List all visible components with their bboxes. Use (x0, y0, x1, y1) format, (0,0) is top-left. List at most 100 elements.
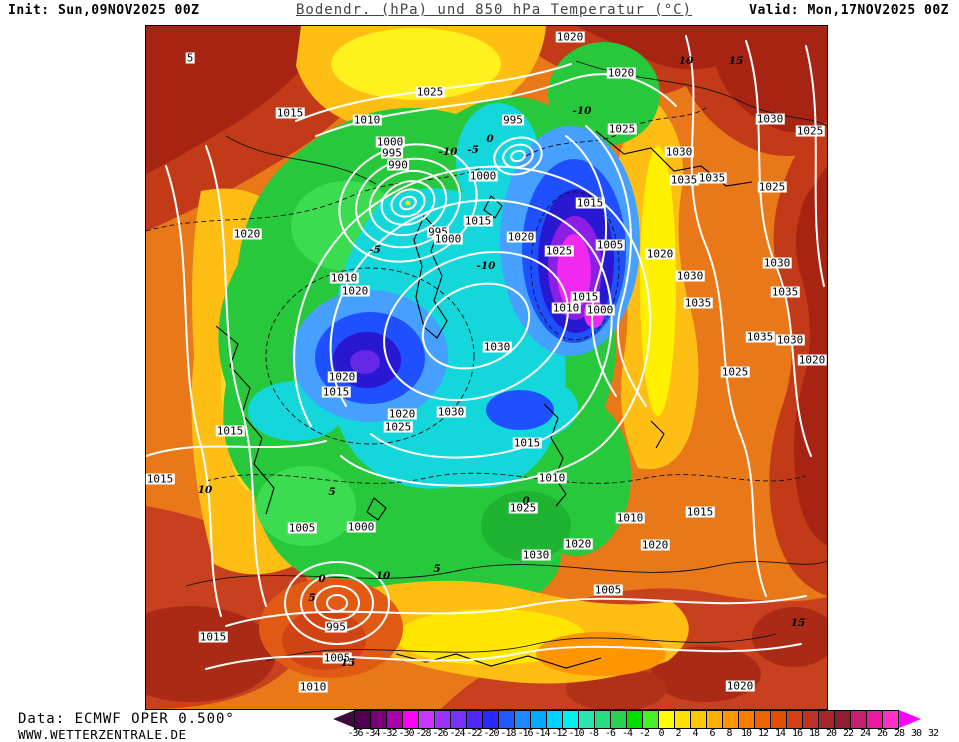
colorbar-tick-label: -14 (534, 728, 550, 739)
pressure-contour-label: 1025 (415, 85, 445, 99)
colorbar-tick-label: -4 (621, 728, 633, 739)
colorbar-tick-label: -36 (347, 728, 363, 739)
colorbar-cell (354, 710, 371, 729)
colorbar-cell (514, 710, 531, 729)
website-label: WWW.WETTERZENTRALE.DE (18, 727, 187, 742)
colorbar-cell (434, 710, 451, 729)
pressure-contour-label: 1020 (340, 284, 370, 298)
pressure-contour-label: 1000 (468, 169, 498, 183)
temperature-contour-label: -5 (369, 244, 381, 256)
colorbar-tick-label: 12 (757, 728, 769, 739)
pressure-contour-label: 1005 (593, 583, 623, 597)
coastline-layer (215, 130, 753, 669)
colorbar-tick-label: -16 (517, 728, 533, 739)
pressure-contour-label: 1015 (145, 472, 175, 486)
colorbar-right-arrow (899, 710, 921, 728)
temperature-contour-label: -10 (572, 105, 592, 117)
pressure-contour-label: 1020 (232, 227, 262, 241)
pressure-contour-label: 1030 (664, 145, 694, 159)
temperature-contour-label: 5 (308, 592, 316, 604)
temperature-contour-label: -5 (467, 144, 479, 156)
data-source-label: Data: ECMWF OPER 0.500° (18, 711, 235, 727)
colorbar-cell (578, 710, 595, 729)
weather-map-canvas (146, 26, 827, 709)
pressure-contour-label: 1015 (463, 214, 493, 228)
pressure-contour-label: 990 (387, 158, 409, 172)
colorbar-cell (626, 710, 643, 729)
colorbar-tick-label: 18 (808, 728, 820, 739)
temperature-contour-label: 15 (790, 617, 806, 629)
pressure-contour-label: 1020 (640, 538, 670, 552)
colorbar-cell (850, 710, 867, 729)
colorbar-tick-label: -18 (500, 728, 516, 739)
map-title: Bodendr. (hPa) und 850 hPa Temperatur (°… (296, 2, 693, 18)
colorbar-cell (658, 710, 675, 729)
pressure-contour-label: 1010 (615, 511, 645, 525)
colorbar-tick-label: 28 (893, 728, 905, 739)
colorbar-cell (370, 710, 387, 729)
colorbar-tick-label: -22 (466, 728, 482, 739)
colorbar-cell (706, 710, 723, 729)
pressure-contour-label: 1030 (482, 340, 512, 354)
temperature-contour-label: 10 (375, 570, 391, 582)
pressure-contour-label: 1020 (606, 66, 636, 80)
colorbar-tick-label: -2 (638, 728, 650, 739)
pressure-contour-label: 1020 (555, 30, 585, 44)
colorbar-cell (466, 710, 483, 729)
colorbar-tick-label: -12 (551, 728, 567, 739)
colorbar-tick-label: 6 (709, 728, 715, 739)
pressure-contour-label: 1015 (512, 436, 542, 450)
pressure-contour-label: 1030 (436, 405, 466, 419)
colorbar-tick-label: 22 (842, 728, 854, 739)
colorbar-tick-label: -20 (483, 728, 499, 739)
colorbar-cell (546, 710, 563, 729)
pressure-contour-label: 1020 (797, 353, 827, 367)
pressure-contour-label: 1015 (321, 385, 351, 399)
init-time-label: Init: Sun,09NOV2025 00Z (8, 3, 200, 18)
colorbar-tick-label: 0 (658, 728, 664, 739)
colorbar-cell (834, 710, 851, 729)
temperature-contour-label: 10 (678, 55, 694, 67)
pressure-contour-label: 1010 (298, 680, 328, 694)
pressure-contour-label: 1010 (329, 271, 359, 285)
temperature-colorbar (333, 710, 921, 729)
pressure-contour-label: 1025 (795, 124, 825, 138)
colorbar-cell (418, 710, 435, 729)
colorbar-tick-label: -6 (604, 728, 616, 739)
pressure-contour-label: 1000 (375, 135, 405, 149)
colorbar-tick-label: 14 (774, 728, 786, 739)
colorbar-cell (690, 710, 707, 729)
temperature-contour-label: 10 (197, 484, 213, 496)
pressure-contour-label: 1025 (544, 244, 574, 258)
contour-label-layer: 5 1015 1010 1025 1000 995 990 995 1000 1015 1020 10… (145, 26, 827, 709)
colorbar-tick-label: -10 (568, 728, 584, 739)
colorbar-cell (754, 710, 771, 729)
pressure-contour-label: 1025 (383, 420, 413, 434)
colorbar-tick-label: -32 (381, 728, 397, 739)
pressure-contour-label: 1000 (433, 232, 463, 246)
pressure-contour-label: 1020 (506, 230, 536, 244)
colorbar-cell (786, 710, 803, 729)
pressure-contour-label: 995 (325, 620, 347, 634)
colorbar-cell (530, 710, 547, 729)
colorbar-cell (594, 710, 611, 729)
colorbar-cell (450, 710, 467, 729)
pressure-contour-label: 1035 (669, 173, 699, 187)
colorbar-tick-label: -26 (432, 728, 448, 739)
colorbar-tick-label: 24 (859, 728, 871, 739)
colorbar-tick-label: -8 (587, 728, 599, 739)
pressure-contour-label: 1015 (570, 290, 600, 304)
pressure-contour-label: 1035 (697, 171, 727, 185)
pressure-contour-label: 1020 (725, 679, 755, 693)
colorbar-tick-label: -28 (415, 728, 431, 739)
colorbar-cell (738, 710, 755, 729)
pressure-contour-label: 1010 (551, 301, 581, 315)
valid-time-label: Valid: Mon,17NOV2025 00Z (749, 3, 949, 18)
colorbar-tick-label: -34 (364, 728, 380, 739)
pressure-contour-label: 1030 (521, 548, 551, 562)
colorbar-tick-label: 4 (692, 728, 698, 739)
temperature-contour-label: 15 (728, 55, 744, 67)
pressure-contour-label: 1005 (287, 521, 317, 535)
pressure-contour-label: 1025 (607, 122, 637, 136)
